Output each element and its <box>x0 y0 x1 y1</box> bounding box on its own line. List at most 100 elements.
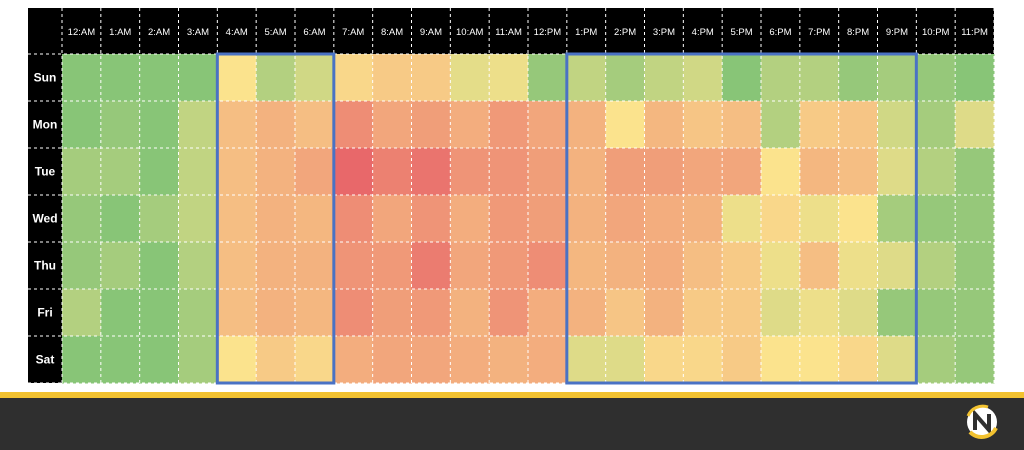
heatmap-cell <box>372 242 412 290</box>
heatmap-cell <box>916 289 956 337</box>
heatmap-cell <box>799 148 840 196</box>
heatmap-cell <box>761 242 801 290</box>
heatmap-cell <box>139 101 179 149</box>
heatmap-cell <box>217 101 257 149</box>
hour-label: 10:PM <box>922 27 950 38</box>
day-label: Sat <box>36 353 55 367</box>
heatmap-cell <box>722 195 762 243</box>
heatmap-cell <box>295 289 335 337</box>
heatmap-cell <box>605 148 645 196</box>
heatmap-cell <box>838 289 878 337</box>
heatmap-cell <box>722 336 762 384</box>
heatmap-cell <box>955 289 995 337</box>
heatmap-cell <box>605 289 645 337</box>
heatmap-cell <box>178 242 218 290</box>
heatmap-cell <box>62 289 102 337</box>
heatmap-cell <box>528 195 568 243</box>
heatmap-cell <box>100 289 141 337</box>
heatmap-cell <box>139 148 179 196</box>
day-label: Mon <box>33 118 58 132</box>
heatmap-cell <box>528 336 568 384</box>
heatmap-cell <box>333 289 374 337</box>
heatmap-cell <box>799 101 840 149</box>
heatmap-cell <box>722 289 762 337</box>
heatmap-cell <box>372 336 412 384</box>
heatmap-cell <box>799 195 840 243</box>
heatmap-cell <box>450 336 490 384</box>
hour-label: 5:PM <box>730 27 752 38</box>
heatmap-cell <box>566 148 607 196</box>
hour-label: 10:AM <box>456 27 484 38</box>
heatmap-cell <box>139 242 179 290</box>
heatmap-cell <box>139 54 179 102</box>
heatmap-cell <box>566 289 607 337</box>
hour-label: 7:AM <box>342 27 364 38</box>
heatmap-cell <box>256 101 296 149</box>
heatmap-cell <box>877 336 917 384</box>
heatmap-cell <box>877 148 917 196</box>
heatmap-cell <box>605 101 645 149</box>
heatmap-cell <box>295 195 335 243</box>
heatmap-cell <box>217 195 257 243</box>
heatmap-cell <box>100 242 141 290</box>
hour-label: 3:PM <box>653 27 675 38</box>
heatmap-cell <box>916 54 956 102</box>
footer-band <box>0 392 1024 450</box>
hour-label: 9:AM <box>420 27 442 38</box>
highlight-box-afternoon-evening <box>565 52 918 385</box>
heatmap-cell <box>217 54 257 102</box>
heatmap-cell <box>566 195 607 243</box>
heatmap-cell <box>761 54 801 102</box>
heatmap-cell <box>411 101 451 149</box>
heatmap-cell <box>450 289 490 337</box>
heatmap-cell <box>295 54 335 102</box>
hour-label: 4:AM <box>226 27 248 38</box>
day-labels: Sun Mon Tue Wed Thu Fri Sat <box>32 71 57 367</box>
highlight-box-early-morning <box>215 52 336 385</box>
heatmap-cell <box>955 336 995 384</box>
heatmap-cell <box>411 336 451 384</box>
heatmap-chart: 12:AM 1:AM 2:AM 3:AM 4:AM 5:AM 6:AM 7:AM 8:AM 9:A… <box>28 8 995 385</box>
heatmap-cell <box>256 289 296 337</box>
heatmap-cell <box>605 54 645 102</box>
heatmap-cell <box>139 195 179 243</box>
heatmap-cell <box>528 289 568 337</box>
heatmap-cell <box>411 54 451 102</box>
heatmap-cell <box>955 195 995 243</box>
heatmap-cell <box>450 101 490 149</box>
hour-label: 7:PM <box>808 27 830 38</box>
heatmap-cell <box>722 148 762 196</box>
heatmap-cell <box>644 289 684 337</box>
heatmap-cell <box>62 148 102 196</box>
heatmap-cell <box>683 101 723 149</box>
heatmap-cell <box>916 242 956 290</box>
heatmap-cell <box>489 148 529 196</box>
heatmap-cell <box>100 195 141 243</box>
heatmap-cell <box>62 54 102 102</box>
heatmap-cell <box>62 195 102 243</box>
hour-label: 1:PM <box>575 27 597 38</box>
heatmap-cell <box>450 148 490 196</box>
heatmap-cell <box>722 242 762 290</box>
heatmap-cell <box>450 242 490 290</box>
hour-label: 2:AM <box>148 27 170 38</box>
heatmap-cell <box>877 289 917 337</box>
heatmap-cell <box>372 289 412 337</box>
heatmap-cell <box>566 54 607 102</box>
heatmap-cell <box>178 195 218 243</box>
heatmap-cell <box>916 101 956 149</box>
heatmap-cell <box>256 195 296 243</box>
heatmap-cell <box>566 242 607 290</box>
heatmap-cell <box>100 54 141 102</box>
heatmap-cell <box>489 101 529 149</box>
heatmap-cell <box>62 101 102 149</box>
heatmap-cell <box>683 195 723 243</box>
heatmap-cell <box>877 54 917 102</box>
heatmap-cell <box>333 148 374 196</box>
heatmap-cell <box>178 289 218 337</box>
heatmap-cell <box>683 242 723 290</box>
heatmap-cell <box>761 148 801 196</box>
heatmap-cell <box>178 148 218 196</box>
heatmap-cell <box>372 195 412 243</box>
hour-label: 11:PM <box>961 27 988 38</box>
